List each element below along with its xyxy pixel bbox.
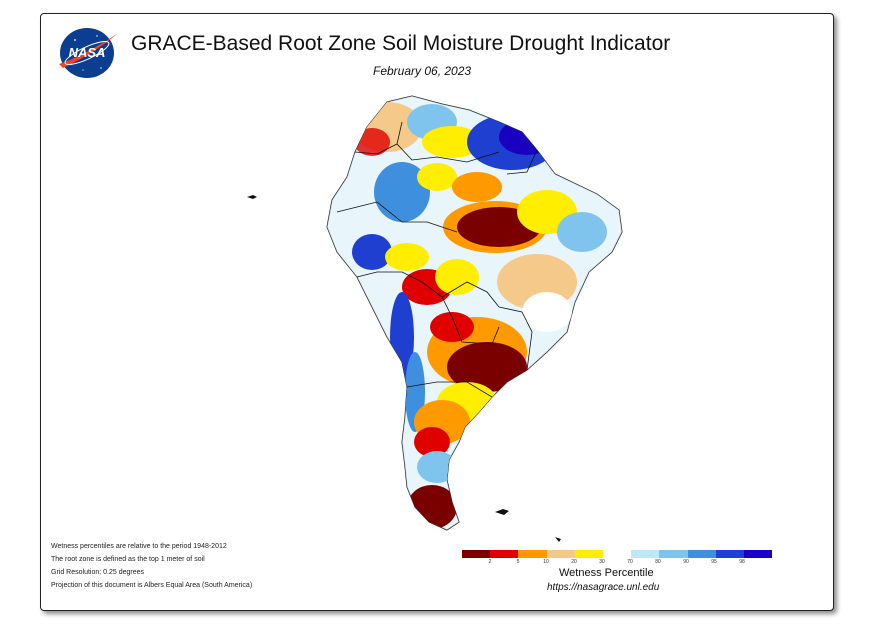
legend-tick-label: 10 <box>543 559 549 565</box>
note-projection: Projection of this document is Albers Eq… <box>51 582 253 589</box>
legend-swatch <box>490 550 519 558</box>
legend-tick-label: 2 <box>488 559 492 565</box>
map-date: February 06, 2023 <box>373 64 472 78</box>
south-georgia <box>555 537 561 542</box>
galapagos-islands <box>247 195 257 199</box>
legend-tick-label: 30 <box>599 559 605 565</box>
legend-swatch <box>715 550 744 558</box>
note-resolution: Grid Resolution: 0.25 degrees <box>51 569 144 576</box>
legend-tick-label: 80 <box>655 559 661 565</box>
legend-swatch <box>602 550 632 558</box>
legend-tick-label: 5 <box>516 559 520 565</box>
legend-tick-label: 98 <box>739 559 745 565</box>
legend-title: Wetness Percentile <box>559 567 654 579</box>
legend-color-bar <box>462 550 773 558</box>
legend-tick-label: 95 <box>711 559 717 565</box>
legend-swatch <box>518 550 547 558</box>
country-borders <box>336 121 538 398</box>
page-title: GRACE-Based Root Zone Soil Moisture Drou… <box>131 32 671 55</box>
source-url: https://nasagrace.unl.edu <box>547 582 660 593</box>
legend-tick-label: 90 <box>683 559 689 565</box>
falkland-islands <box>495 509 509 515</box>
legend-swatch <box>574 550 603 558</box>
wetness-field <box>327 96 622 530</box>
map-notes: Wetness percentiles are relative to the … <box>51 540 311 592</box>
wetness-legend: 2 5 10 20 30 70 80 90 95 98 <box>462 550 773 570</box>
legend-swatch <box>659 550 688 558</box>
legend-ticks: 2 5 10 20 30 70 80 90 95 98 <box>462 558 772 568</box>
legend-tick-label: 20 <box>571 559 577 565</box>
legend-tick-label: 70 <box>627 559 633 565</box>
legend-swatch <box>546 550 575 558</box>
legend-swatch <box>743 550 773 558</box>
map-panel: NASA GRACE-Based Root Zone Soil Moisture… <box>40 13 834 611</box>
note-root-zone: The root zone is defined as the top 1 me… <box>51 556 205 563</box>
nasa-logo: NASA <box>59 28 117 78</box>
nasa-logo-text: NASA <box>69 45 106 60</box>
legend-swatch <box>631 550 660 558</box>
legend-swatch <box>462 550 491 558</box>
legend-swatch <box>687 550 716 558</box>
note-period: Wetness percentiles are relative to the … <box>51 543 227 550</box>
south-america-map <box>247 95 623 542</box>
